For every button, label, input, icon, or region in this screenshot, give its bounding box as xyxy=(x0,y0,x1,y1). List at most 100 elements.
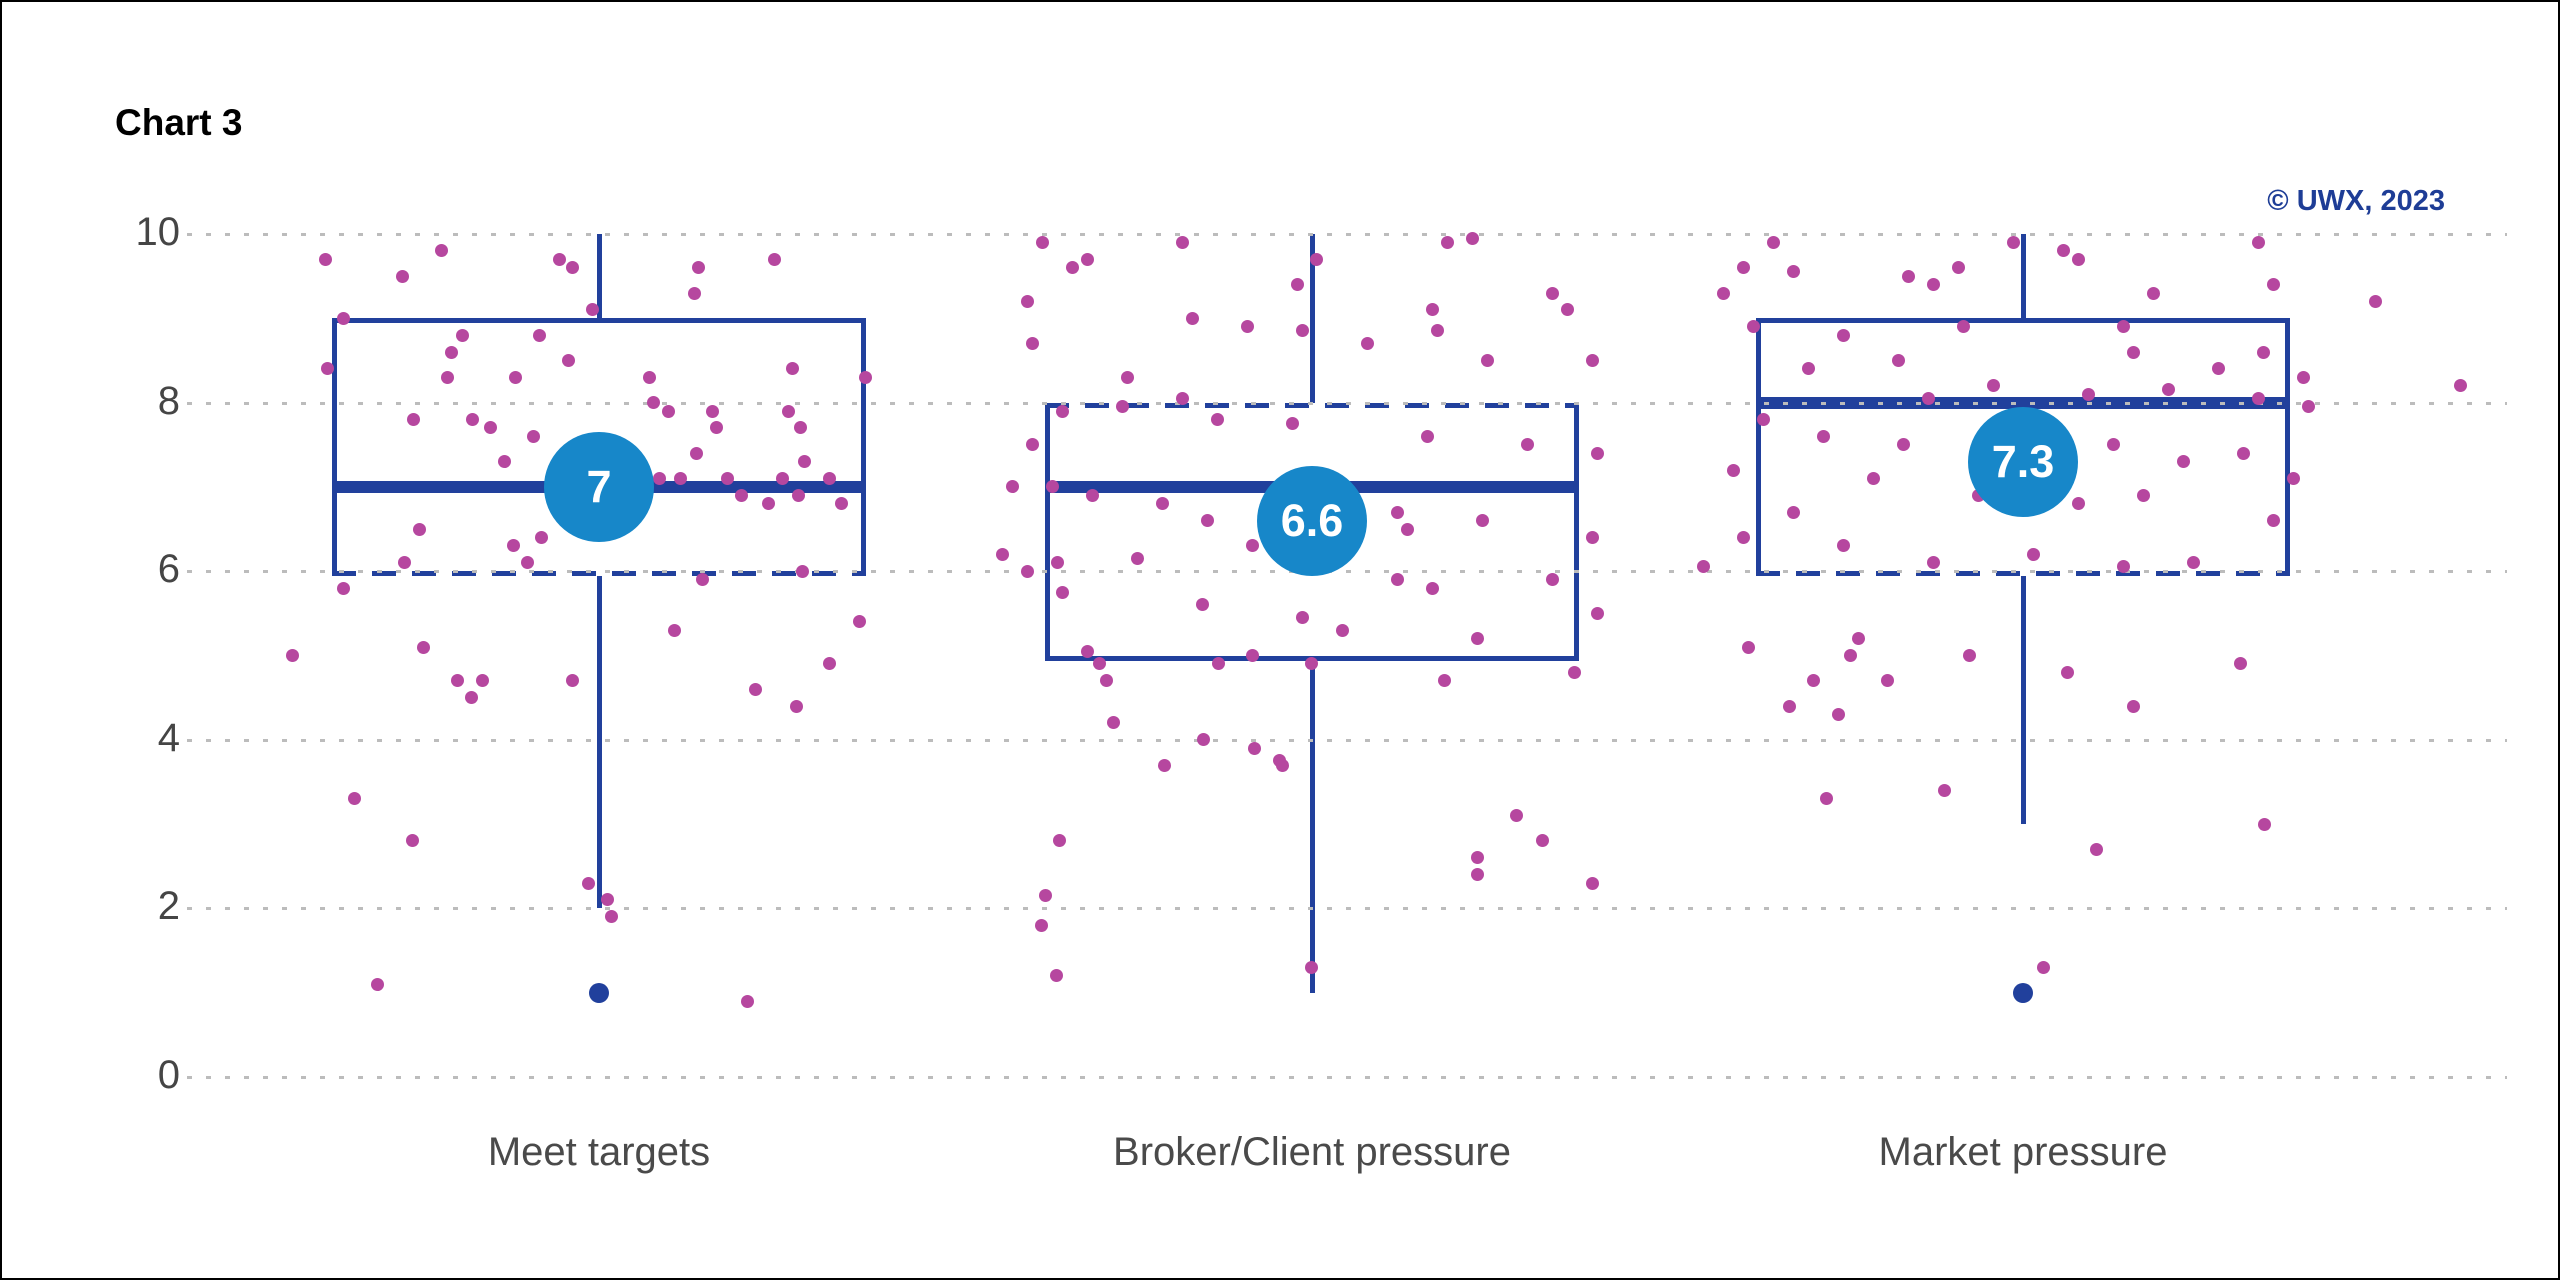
whisker-upper xyxy=(2021,234,2026,319)
box-bottom-edge xyxy=(1756,571,2290,577)
jitter-dot xyxy=(1155,497,1169,511)
jitter-dot xyxy=(1736,530,1750,544)
jitter-dot xyxy=(1196,733,1210,747)
y-tick-label: 6 xyxy=(157,547,180,592)
jitter-dot xyxy=(705,404,719,418)
jitter-dot xyxy=(1052,834,1066,848)
jitter-dot xyxy=(1247,741,1261,755)
jitter-dot xyxy=(720,471,734,485)
jitter-dot xyxy=(1726,463,1740,477)
box-left-edge xyxy=(1045,402,1050,661)
jitter-dot xyxy=(1836,539,1850,553)
jitter-dot xyxy=(534,530,548,544)
jitter-dot xyxy=(1567,665,1581,679)
jitter-dot xyxy=(1545,573,1559,587)
jitter-dot xyxy=(781,404,795,418)
jitter-dot xyxy=(1901,269,1915,283)
jitter-dot xyxy=(1851,632,1865,646)
jitter-dot xyxy=(1304,657,1318,671)
jitter-dot xyxy=(1055,404,1069,418)
box-bottom-edge xyxy=(332,571,866,577)
jitter-dot xyxy=(1696,560,1710,574)
jitter-dot xyxy=(1425,581,1439,595)
jitter-dot xyxy=(691,261,705,275)
jitter-dot xyxy=(2368,294,2382,308)
jitter-dot xyxy=(1430,324,1444,338)
jitter-dot xyxy=(320,362,334,376)
jitter-dot xyxy=(532,328,546,342)
jitter-dot xyxy=(1843,649,1857,662)
jitter-dot xyxy=(689,446,703,460)
category-label: Broker/Client pressure xyxy=(1113,1130,1511,1174)
jitter-dot xyxy=(793,421,807,435)
jitter-dot xyxy=(1437,674,1451,688)
jitter-dot xyxy=(1420,429,1434,443)
jitter-dot xyxy=(2060,665,2074,679)
jitter-dot xyxy=(370,977,384,991)
box-right-edge xyxy=(861,318,866,577)
jitter-dot xyxy=(1200,514,1214,528)
jitter-dot xyxy=(1175,235,1189,249)
jitter-dot xyxy=(1025,438,1039,452)
jitter-dot xyxy=(1766,235,1780,249)
jitter-dot xyxy=(1035,235,1049,249)
jitter-dot xyxy=(336,311,350,325)
gridline xyxy=(187,233,2507,236)
jitter-dot xyxy=(1045,480,1059,494)
jitter-dot xyxy=(1390,505,1404,519)
jitter-dot xyxy=(1962,649,1976,662)
jitter-dot xyxy=(1335,623,1349,637)
mean-bubble: 7 xyxy=(544,431,654,542)
jitter-dot xyxy=(1020,294,1034,308)
jitter-dot xyxy=(1130,552,1144,566)
gridline xyxy=(187,738,2507,742)
jitter-dot xyxy=(1831,708,1845,721)
jitter-dot xyxy=(1801,362,1815,376)
jitter-dot xyxy=(444,345,458,359)
jitter-dot xyxy=(565,261,579,275)
jitter-dot xyxy=(852,615,866,629)
box-top-edge xyxy=(332,318,866,324)
jitter-dot xyxy=(1891,353,1905,367)
jitter-dot xyxy=(416,640,430,654)
box-left-edge xyxy=(1756,318,1761,577)
jitter-dot xyxy=(1038,889,1052,903)
jitter-dot xyxy=(2026,547,2040,561)
jitter-dot xyxy=(1585,353,1599,367)
jitter-dot xyxy=(1175,391,1189,405)
jitter-dot xyxy=(1157,758,1171,772)
jitter-dot xyxy=(395,269,409,283)
jitter-dot xyxy=(661,404,675,418)
jitter-dot xyxy=(1092,657,1106,671)
jitter-dot xyxy=(1590,446,1604,460)
jitter-dot xyxy=(2251,391,2265,405)
jitter-dot xyxy=(709,421,723,435)
jitter-dot xyxy=(2251,235,2265,249)
jitter-dot xyxy=(761,497,775,511)
jitter-dot xyxy=(2136,488,2150,502)
jitter-dot xyxy=(2266,514,2280,528)
gridline xyxy=(187,570,2507,574)
jitter-dot xyxy=(1819,792,1833,806)
jitter-dot xyxy=(2071,252,2085,266)
jitter-dot xyxy=(1049,969,1063,983)
jitter-dot xyxy=(1085,488,1099,502)
jitter-dot xyxy=(347,792,361,806)
jitter-dot xyxy=(1926,556,1940,570)
jitter-dot xyxy=(2146,286,2160,300)
jitter-dot xyxy=(1806,674,1820,688)
jitter-dot xyxy=(822,657,836,671)
jitter-dot xyxy=(695,573,709,587)
jitter-dot xyxy=(600,893,614,907)
jitter-dot xyxy=(2161,383,2175,397)
jitter-dot xyxy=(1050,556,1064,570)
jitter-dot xyxy=(1535,834,1549,848)
jitter-dot xyxy=(604,910,618,924)
jitter-dot xyxy=(687,286,701,300)
jitter-dot xyxy=(2089,842,2103,856)
jitter-dot xyxy=(1937,783,1951,797)
jitter-dot xyxy=(748,682,762,696)
jitter-dot xyxy=(652,471,666,485)
jitter-dot xyxy=(767,252,781,266)
jitter-dot xyxy=(465,412,479,426)
